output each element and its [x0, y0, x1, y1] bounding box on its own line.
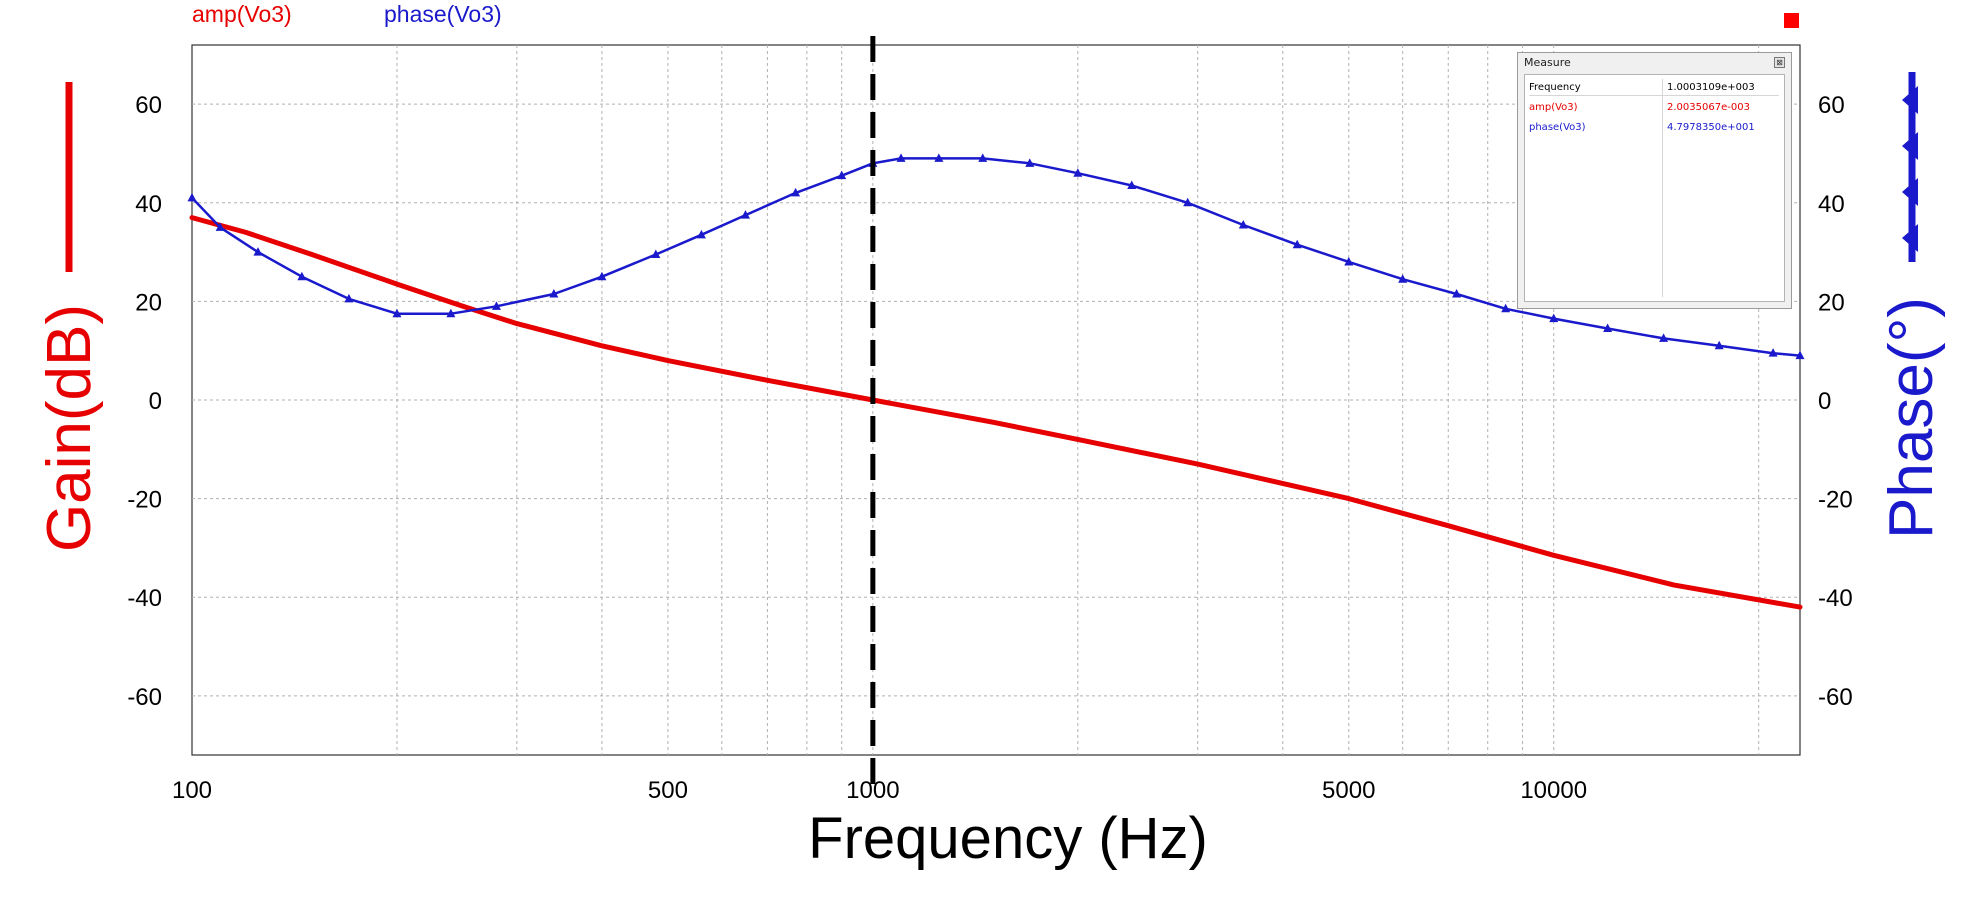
right-axis-ticks: 60 40 20 0 -20 -40 -60 — [1818, 92, 1853, 711]
phase-point — [1452, 288, 1462, 298]
right-tick-label: -40 — [1818, 585, 1853, 612]
left-tick-label: 40 — [135, 191, 162, 218]
measure-panel[interactable]: Measure ⊠ Frequency 1.0003109e+003 amp(V… — [1517, 52, 1792, 309]
phase-point — [1501, 303, 1511, 313]
measure-row-label: amp(Vo3) — [1529, 102, 1578, 113]
measure-title: Measure — [1524, 56, 1571, 69]
phase-point — [651, 249, 661, 259]
right-tick-label: 0 — [1818, 388, 1831, 415]
close-icon[interactable]: ⊠ — [1774, 57, 1785, 68]
phase-point — [215, 222, 225, 231]
phase-point — [978, 153, 988, 162]
x-axis-title: Frequency (Hz) — [808, 806, 1208, 871]
x-tick-label: 10000 — [1520, 777, 1587, 804]
legend-gain: amp(Vo3) — [192, 1, 292, 27]
left-tick-label: -60 — [127, 684, 162, 711]
right-tick-label: 20 — [1818, 289, 1845, 316]
phase-point — [1398, 274, 1408, 283]
measure-table: Frequency 1.0003109e+003 amp(Vo3) 2.0035… — [1524, 74, 1785, 302]
left-tick-label: 0 — [149, 388, 162, 415]
phase-point — [934, 153, 944, 162]
right-axis-title: Phase(°) — [1877, 297, 1946, 539]
measure-row-label: Frequency — [1529, 82, 1581, 93]
left-tick-label: -20 — [127, 487, 162, 514]
phase-point — [597, 271, 607, 281]
right-tick-label: -20 — [1818, 487, 1853, 514]
right-tick-label: -60 — [1818, 684, 1853, 711]
swatch-marker — [1902, 178, 1918, 206]
phase-point — [1603, 323, 1613, 333]
phase-point — [1549, 313, 1559, 323]
x-tick-label: 100 — [172, 777, 212, 804]
left-tick-label: -40 — [127, 585, 162, 612]
phase-point — [187, 192, 197, 202]
swatch-marker — [1902, 224, 1918, 252]
series-layer — [187, 153, 1805, 610]
left-axis-title: Gain(dB) — [35, 304, 104, 552]
phase-point — [1025, 158, 1035, 167]
phase-point — [1795, 350, 1805, 360]
phase-point — [837, 170, 847, 180]
phase-point — [896, 153, 906, 162]
x-tick-label: 5000 — [1322, 777, 1375, 804]
swatch-marker — [1902, 132, 1918, 160]
x-axis-ticks: 100 500 1000 5000 10000 — [172, 777, 1587, 804]
phase-point — [253, 247, 263, 256]
right-tick-label: 40 — [1818, 191, 1845, 218]
header-divider — [1529, 95, 1779, 96]
legend-phase: phase(Vo3) — [384, 1, 502, 27]
phase-point — [740, 210, 750, 219]
swatch-marker — [1902, 86, 1918, 114]
column-divider — [1662, 79, 1663, 297]
measure-row-value: 4.7978350e+001 — [1667, 122, 1755, 133]
phase-point — [446, 308, 456, 318]
x-tick-label: 500 — [648, 777, 688, 804]
phase-point — [297, 271, 307, 281]
phase-point — [491, 301, 501, 310]
measure-row-label: phase(Vo3) — [1529, 122, 1586, 133]
left-axis-ticks: 60 40 20 0 -20 -40 -60 — [127, 92, 162, 711]
phase-point — [696, 229, 706, 239]
phase-point — [1768, 348, 1778, 357]
right-tick-label: 60 — [1818, 92, 1845, 119]
phase-point — [344, 293, 354, 303]
phase-point — [1292, 239, 1302, 249]
phase-point — [791, 187, 801, 197]
phase-point — [1714, 340, 1724, 350]
left-tick-label: 60 — [135, 92, 162, 119]
phase-point — [1238, 219, 1248, 229]
left-tick-label: 20 — [135, 289, 162, 316]
phase-point — [392, 308, 402, 318]
corner-marker — [1784, 13, 1799, 28]
phase-point — [1659, 333, 1669, 342]
measure-row-value: 2.0035067e-003 — [1667, 102, 1750, 113]
gain-line — [189, 215, 1803, 610]
phase-point — [1183, 197, 1193, 207]
measure-row-value: 1.0003109e+003 — [1667, 82, 1755, 93]
phase-point — [549, 288, 559, 298]
phase-point — [1073, 168, 1083, 177]
phase-point — [1344, 256, 1354, 266]
phase-point — [1127, 180, 1137, 190]
phase-legend-swatch — [1902, 72, 1918, 262]
